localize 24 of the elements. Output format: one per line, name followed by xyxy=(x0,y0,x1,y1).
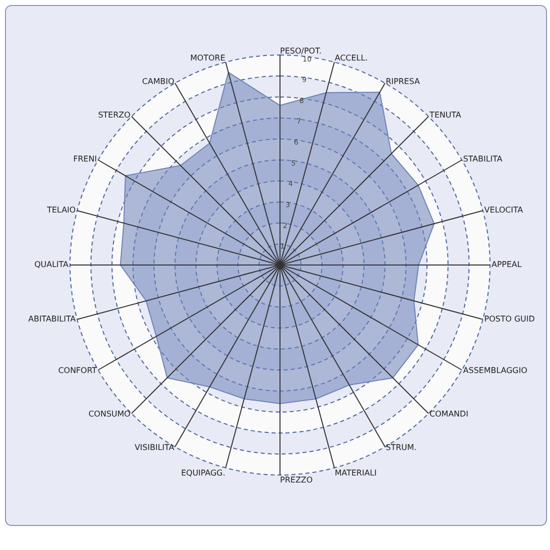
spoke-label: TENUTA xyxy=(428,110,462,120)
spoke-label: STERZO xyxy=(98,110,130,120)
spoke-label: TELAIO xyxy=(46,205,76,214)
spoke-label: COMANDI xyxy=(430,410,468,419)
spoke-label: CAMBIO xyxy=(142,76,174,86)
spoke-label: POSTO GUID xyxy=(484,314,535,324)
spoke-label: CONFORT xyxy=(58,366,97,375)
spoke-label: PREZZO xyxy=(280,476,313,484)
spoke-label: VELOCITA xyxy=(484,205,524,214)
spoke-label: STRUM. xyxy=(386,443,417,452)
spoke-label: STABILITA xyxy=(463,154,503,164)
spoke-label: MATERIALI xyxy=(334,468,377,478)
spoke-label: ASSEMBLAGGIO xyxy=(463,366,528,375)
spoke-label: QUALITA xyxy=(34,260,70,269)
spoke-label: PESO/POT. xyxy=(280,46,322,56)
spoke-label: VISIBILITA xyxy=(134,443,175,452)
spoke-label: APPEAL xyxy=(492,260,522,269)
spoke-label: RIPRESA xyxy=(386,76,420,86)
spoke-label: MOTORE xyxy=(190,54,226,63)
spoke-label: FRENI xyxy=(73,154,97,164)
spoke-label: ACCELL. xyxy=(334,54,368,63)
spoke-label: ABITABILITA xyxy=(28,314,76,324)
spoke-label: EQUIPAGG. xyxy=(181,468,226,478)
spoke-label: CONSUMO xyxy=(88,410,130,419)
